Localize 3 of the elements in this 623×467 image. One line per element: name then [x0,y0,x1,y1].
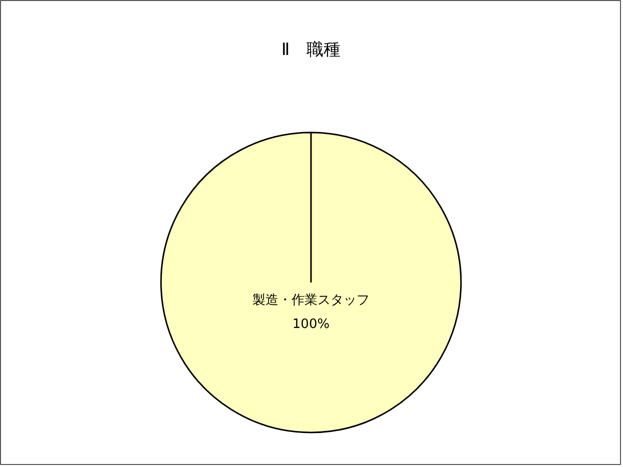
data-label: 100% [292,317,330,332]
chart-title: Ⅱ 職種 [281,40,341,60]
slice-label: 製造・作業スタッフ [252,293,370,308]
